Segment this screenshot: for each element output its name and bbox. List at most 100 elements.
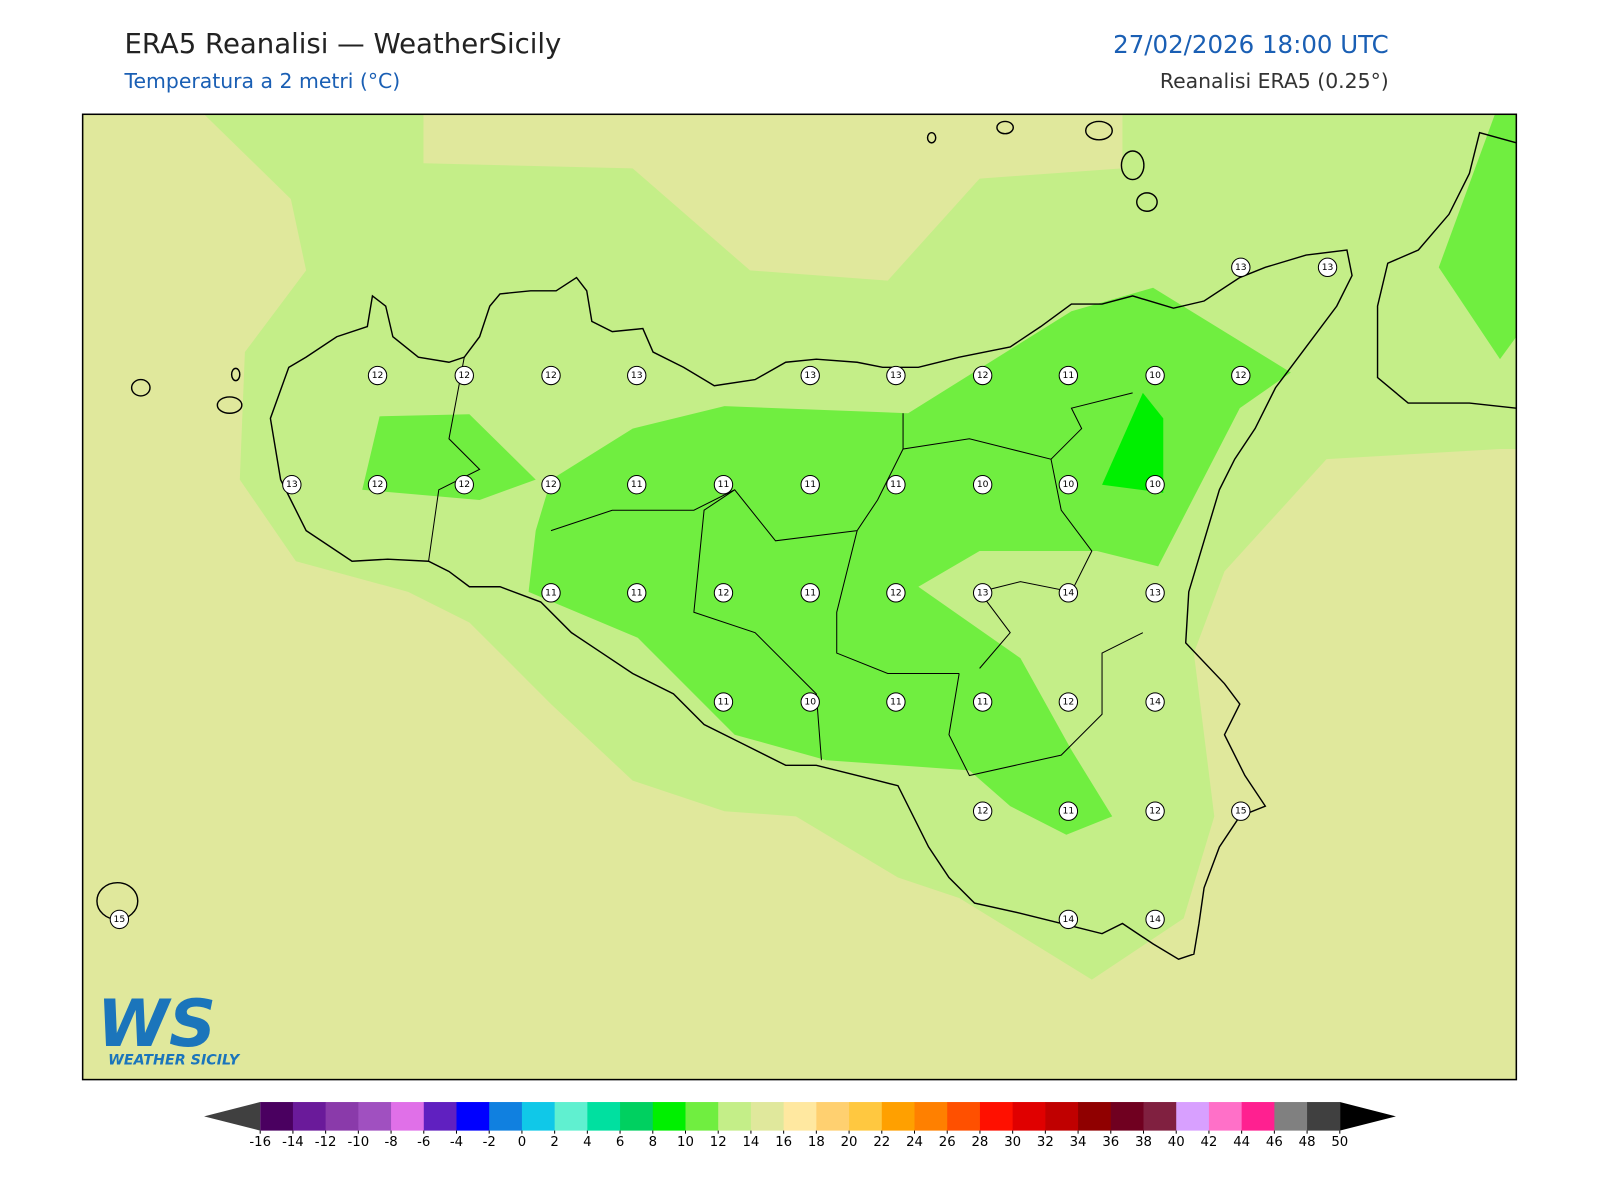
colorbar-cell [423, 1102, 458, 1131]
station-marker [800, 692, 820, 712]
colorbar-label: -16 [249, 1135, 271, 1150]
station: 10 [1145, 365, 1165, 386]
colorbar-cell [750, 1102, 785, 1131]
station: 12 [541, 365, 561, 386]
station-marker [800, 365, 820, 386]
colorbar-label: 4 [583, 1135, 591, 1150]
station-marker [627, 475, 647, 495]
station-value: 12 [545, 479, 557, 490]
station-marker [541, 365, 561, 386]
colorbar-label: 42 [1200, 1135, 1217, 1150]
colorbar-cell [685, 1102, 719, 1131]
logo-text: WEATHER SICILY [108, 1052, 241, 1068]
station-marker [1145, 909, 1165, 930]
station-value: 11 [718, 479, 730, 490]
datetime: 27/02/2026 18:00 UTC [1113, 30, 1389, 59]
station-value: 11 [1063, 806, 1075, 817]
station-marker [1058, 583, 1079, 603]
colorbar-label: 6 [616, 1135, 624, 1150]
station-value: 11 [890, 479, 902, 490]
station-marker [800, 475, 820, 495]
logo-mark: WS [97, 986, 216, 1062]
station-marker [367, 475, 388, 495]
colorbar-label: -14 [282, 1135, 304, 1150]
station-value: 12 [458, 370, 470, 381]
colorbar-label: 20 [841, 1135, 858, 1150]
subtitle: Temperatura a 2 metri (°C) [123, 69, 400, 93]
station-value: 12 [458, 479, 470, 490]
station: 15 [109, 909, 130, 930]
station-marker [1058, 801, 1079, 821]
colorbar-cell [1176, 1102, 1210, 1131]
station-value: 14 [1063, 914, 1075, 925]
station-value: 11 [718, 697, 730, 708]
station: 11 [627, 583, 647, 603]
station: 13 [800, 365, 820, 386]
colorbar-label: 0 [518, 1135, 526, 1150]
colorbar-cell [1110, 1102, 1145, 1131]
station: 11 [713, 692, 734, 712]
station-marker [1145, 692, 1165, 712]
station-value: 12 [1063, 697, 1075, 708]
station-value: 10 [977, 479, 989, 490]
station: 11 [800, 583, 820, 603]
station-value: 11 [977, 697, 989, 708]
colorbar-cell [979, 1102, 1014, 1131]
station-marker [972, 692, 993, 712]
station-value: 13 [804, 370, 816, 381]
temp-field [1102, 392, 1164, 493]
station: 14 [1058, 909, 1079, 930]
colorbar-label: 32 [1037, 1135, 1054, 1150]
colorbar-cell [1307, 1102, 1341, 1131]
station-value: 11 [1063, 370, 1075, 381]
station-value: 15 [1235, 806, 1247, 817]
station-value: 13 [1322, 262, 1334, 273]
station: 13 [1231, 257, 1251, 278]
station-value: 10 [804, 697, 816, 708]
station: 13 [886, 365, 906, 386]
colorbar-label: 14 [742, 1135, 759, 1150]
colorbar-label: -12 [315, 1135, 337, 1150]
station: 13 [627, 365, 647, 386]
station: 10 [800, 692, 820, 712]
colorbar-cell [914, 1102, 948, 1131]
colorbar-cell [554, 1102, 588, 1131]
colorbar-cell [881, 1102, 916, 1131]
colorbar-cell [1045, 1102, 1079, 1131]
station-marker [1058, 909, 1079, 930]
colorbar-cell [1078, 1102, 1112, 1131]
station-value: 11 [804, 479, 816, 490]
title: ERA5 Reanalisi — WeatherSicily [124, 28, 561, 60]
station: 13 [282, 475, 302, 495]
station-value: 14 [1063, 587, 1075, 598]
station-marker [627, 365, 647, 386]
station: 12 [454, 365, 474, 386]
station-value: 12 [545, 370, 557, 381]
colorbar-under [204, 1102, 261, 1131]
station-marker [454, 475, 474, 495]
station: 12 [454, 475, 474, 495]
station: 12 [972, 365, 993, 386]
colorbar-cell [849, 1102, 883, 1131]
station: 12 [713, 583, 734, 603]
station-marker [972, 475, 993, 495]
colorbar-cell [1241, 1102, 1275, 1131]
station-marker [1145, 801, 1165, 821]
colorbar-label: -6 [417, 1135, 430, 1150]
station-marker [109, 909, 130, 930]
colorbar-label: 38 [1135, 1135, 1152, 1150]
station-marker [886, 475, 906, 495]
station: 12 [367, 475, 388, 495]
station-marker [1317, 257, 1338, 278]
station: 11 [972, 692, 993, 712]
source: Reanalisi ERA5 (0.25°) [1160, 69, 1389, 93]
station-value: 10 [1149, 479, 1161, 490]
station-marker [972, 365, 993, 386]
station-value: 12 [977, 370, 989, 381]
station-value: 12 [372, 479, 384, 490]
colorbar-label: 34 [1070, 1135, 1087, 1150]
station-value: 12 [1149, 806, 1161, 817]
station: 12 [1231, 365, 1251, 386]
station-marker [972, 801, 993, 821]
